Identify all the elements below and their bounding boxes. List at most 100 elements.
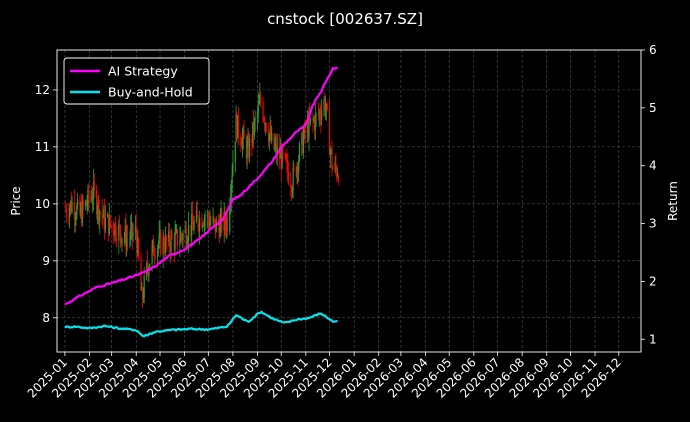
candle-body (248, 138, 251, 158)
candle-body (130, 222, 133, 229)
candle-body (326, 103, 328, 110)
candle-body (190, 225, 192, 236)
candle-body (65, 209, 68, 216)
candle-body (280, 151, 282, 169)
candle-body (220, 212, 222, 220)
candle-body (215, 220, 217, 233)
candle-body (136, 233, 138, 254)
candle-body (71, 202, 73, 212)
candle-body (164, 249, 166, 253)
candle-body (74, 218, 76, 219)
candle-body (292, 167, 294, 191)
candle-body (119, 225, 121, 236)
candle-body (246, 144, 248, 159)
candle-body (143, 275, 145, 298)
candle-body (241, 145, 243, 148)
candle-body (75, 217, 77, 219)
candle-body (279, 151, 282, 159)
candle-body (153, 240, 155, 256)
candle-body (275, 143, 277, 147)
candle-body (180, 233, 182, 242)
candle-body (281, 147, 283, 169)
candle-body (240, 136, 242, 146)
candle-body (237, 115, 240, 137)
candle-body (303, 125, 305, 137)
candle-body (321, 110, 323, 121)
y-axis-label: Price (9, 186, 23, 215)
candle-body (97, 199, 99, 212)
legend-label-buy-and-hold: Buy-and-Hold (108, 85, 193, 100)
candle-body (235, 114, 237, 143)
candle-body (176, 229, 178, 231)
candle-body (88, 189, 90, 200)
candle-body (337, 175, 339, 182)
candle-body (101, 211, 103, 217)
candle-body (207, 214, 209, 221)
candle-body (115, 223, 117, 238)
candle-body (265, 123, 267, 131)
candle-body (312, 118, 314, 121)
candle-body (84, 201, 87, 207)
candle-body (73, 202, 76, 219)
candle-body (80, 206, 83, 224)
candle-body (149, 264, 151, 269)
candle-body (159, 232, 161, 234)
candle-body (120, 235, 122, 244)
candle-body (184, 228, 186, 233)
y-tick-label: 10 (35, 197, 50, 211)
candle-body (296, 165, 298, 176)
chart-title: cnstock [002637.SZ] (267, 10, 423, 28)
candle-body (175, 230, 177, 234)
candle-body (253, 120, 255, 135)
candle-body (79, 199, 81, 215)
candle-body (115, 237, 118, 241)
candle-body (241, 137, 244, 148)
candle-body (171, 235, 173, 239)
candle-body (160, 232, 162, 255)
candle-body (118, 224, 120, 241)
candle-body (118, 224, 121, 226)
candle-body (201, 218, 203, 228)
candle-body (68, 215, 70, 218)
candle-body (157, 243, 160, 248)
candle-body (204, 217, 206, 219)
series-lines (64, 66, 338, 338)
candle-body (223, 212, 225, 231)
candle-body (234, 142, 236, 162)
candle-body (336, 175, 339, 177)
candle-body (313, 119, 316, 131)
candle-body (325, 103, 328, 109)
candle-body (302, 136, 305, 153)
candle-body (132, 232, 134, 237)
candle-body (247, 140, 249, 145)
candle-body (202, 225, 205, 226)
candle-body (91, 196, 93, 201)
candle-body (92, 182, 95, 199)
y2-tick-label: 2 (649, 274, 657, 288)
candle-body (256, 112, 259, 119)
candle-body (285, 155, 287, 161)
candle-body (314, 114, 316, 131)
candle-body (206, 214, 209, 218)
y2-tick-label: 3 (649, 217, 657, 231)
candle-body (284, 154, 286, 156)
candle-body (145, 262, 148, 276)
candle-body (293, 167, 295, 169)
candle-body (103, 208, 105, 218)
candle-body (325, 108, 327, 110)
legend-label-ai-strategy: AI Strategy (108, 64, 178, 79)
candle-body (257, 104, 259, 113)
candle-body (80, 206, 82, 215)
candle-body (263, 119, 265, 121)
candle-body (153, 255, 156, 257)
candle-body (110, 224, 112, 225)
candle-body (142, 297, 144, 299)
candle-body (170, 235, 172, 252)
candle-body (196, 210, 198, 217)
candle-body (185, 228, 187, 245)
candle-body (181, 236, 183, 241)
y-tick-label: 12 (35, 83, 50, 97)
y2-tick-label: 5 (649, 101, 657, 115)
candle-body (290, 183, 292, 188)
